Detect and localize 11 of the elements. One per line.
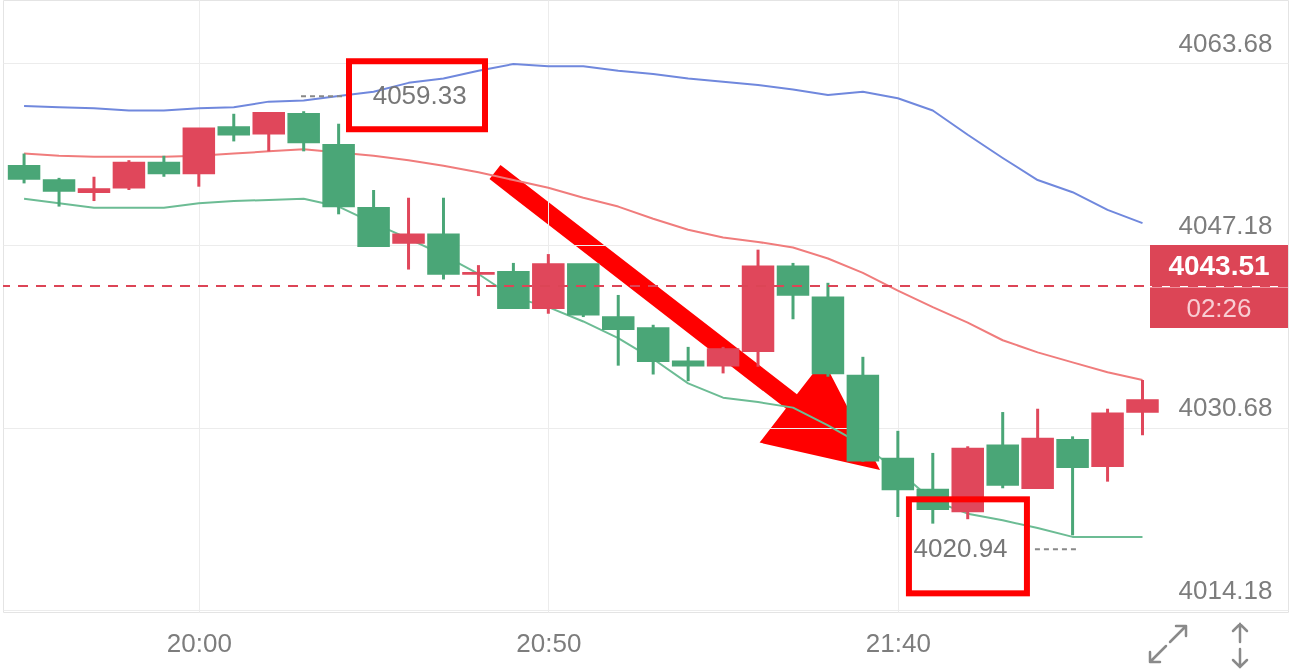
annotation: 4059.33: [372, 80, 467, 111]
x-tick-label: 20:50: [516, 627, 582, 658]
y-tick-label: 4063.68: [1178, 27, 1273, 58]
annotation: 4020.94: [913, 533, 1008, 564]
x-tick-label: 21:40: [865, 627, 931, 658]
y-tick-label: 4047.18: [1178, 209, 1273, 240]
y-tick-label: 4014.18: [1178, 574, 1273, 605]
annotation: 02:26: [1150, 287, 1288, 328]
x-tick-label: 20:00: [166, 627, 232, 658]
ref-line-label: 4043.51: [1150, 245, 1288, 286]
y-tick-label: 4030.68: [1178, 392, 1273, 423]
